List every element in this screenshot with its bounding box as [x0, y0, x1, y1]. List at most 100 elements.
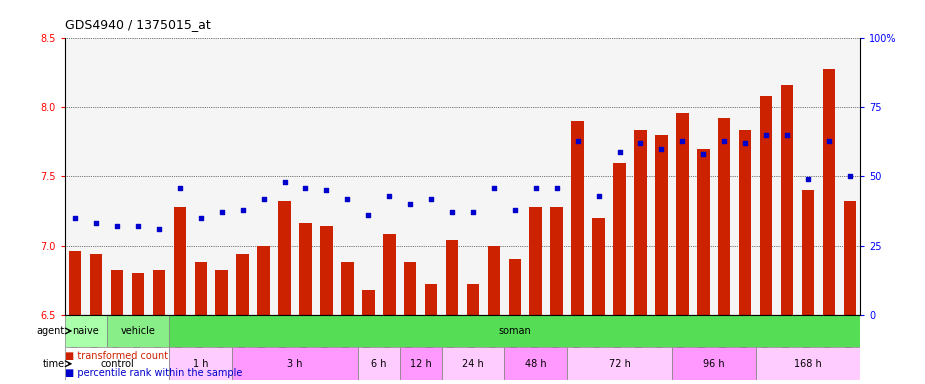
- Bar: [467, 284, 479, 314]
- Text: 48 h: 48 h: [525, 359, 547, 369]
- Point: [340, 195, 355, 202]
- Bar: [90, 254, 103, 314]
- Bar: [299, 223, 312, 314]
- Text: 6 h: 6 h: [371, 359, 387, 369]
- Text: naive: naive: [72, 326, 99, 336]
- Bar: [844, 201, 856, 314]
- Text: vehicle: vehicle: [120, 326, 155, 336]
- Point: [758, 132, 773, 138]
- FancyBboxPatch shape: [672, 348, 756, 380]
- FancyBboxPatch shape: [169, 348, 232, 380]
- Point: [654, 146, 669, 152]
- Bar: [111, 270, 123, 314]
- Bar: [174, 207, 186, 314]
- Point: [382, 193, 397, 199]
- Text: GDS4940 / 1375015_at: GDS4940 / 1375015_at: [65, 18, 211, 31]
- FancyBboxPatch shape: [106, 314, 169, 348]
- Point: [445, 209, 460, 215]
- Bar: [655, 135, 668, 314]
- Point: [256, 195, 271, 202]
- FancyBboxPatch shape: [400, 348, 441, 380]
- Point: [278, 179, 292, 185]
- Bar: [216, 270, 228, 314]
- FancyBboxPatch shape: [232, 348, 358, 380]
- FancyBboxPatch shape: [169, 314, 860, 348]
- FancyBboxPatch shape: [567, 348, 672, 380]
- Point: [696, 151, 710, 157]
- Point: [612, 149, 627, 155]
- Bar: [404, 262, 416, 314]
- Bar: [739, 129, 751, 314]
- Bar: [550, 207, 563, 314]
- Point: [675, 137, 690, 144]
- Text: 12 h: 12 h: [410, 359, 431, 369]
- Bar: [69, 251, 81, 314]
- Point: [215, 209, 229, 215]
- FancyBboxPatch shape: [504, 348, 567, 380]
- Point: [633, 140, 648, 146]
- Point: [591, 193, 606, 199]
- Text: soman: soman: [499, 326, 531, 336]
- Point: [130, 223, 145, 229]
- Text: time: time: [43, 359, 65, 369]
- Point: [319, 187, 334, 194]
- FancyBboxPatch shape: [358, 348, 400, 380]
- Bar: [131, 273, 144, 314]
- Point: [152, 226, 166, 232]
- Text: 72 h: 72 h: [609, 359, 631, 369]
- Text: 24 h: 24 h: [462, 359, 484, 369]
- Point: [528, 184, 543, 190]
- Bar: [341, 262, 353, 314]
- Point: [68, 215, 82, 221]
- Text: 96 h: 96 h: [703, 359, 724, 369]
- Point: [800, 176, 815, 182]
- Bar: [278, 201, 290, 314]
- Bar: [487, 245, 500, 314]
- FancyBboxPatch shape: [65, 314, 106, 348]
- Point: [89, 220, 104, 227]
- Point: [738, 140, 753, 146]
- Text: 1 h: 1 h: [193, 359, 208, 369]
- Bar: [320, 226, 333, 314]
- Bar: [446, 240, 458, 314]
- Point: [570, 137, 585, 144]
- Bar: [257, 245, 270, 314]
- Bar: [781, 85, 794, 314]
- Point: [821, 137, 836, 144]
- Bar: [676, 113, 688, 314]
- Point: [549, 184, 564, 190]
- Text: agent: agent: [36, 326, 65, 336]
- Point: [235, 207, 250, 213]
- FancyBboxPatch shape: [65, 348, 169, 380]
- Text: control: control: [100, 359, 134, 369]
- Text: ■ transformed count: ■ transformed count: [65, 351, 167, 361]
- Bar: [718, 119, 731, 314]
- Point: [172, 184, 187, 190]
- Point: [424, 195, 438, 202]
- Text: 3 h: 3 h: [288, 359, 302, 369]
- Bar: [529, 207, 542, 314]
- FancyBboxPatch shape: [441, 348, 504, 380]
- Point: [361, 212, 376, 218]
- Point: [465, 209, 480, 215]
- Bar: [153, 270, 166, 314]
- Bar: [572, 121, 584, 314]
- Text: ■ percentile rank within the sample: ■ percentile rank within the sample: [65, 368, 242, 378]
- Bar: [592, 218, 605, 314]
- Text: 168 h: 168 h: [794, 359, 821, 369]
- Bar: [237, 254, 249, 314]
- FancyBboxPatch shape: [756, 348, 860, 380]
- Point: [843, 174, 857, 180]
- Bar: [383, 235, 396, 314]
- Point: [110, 223, 125, 229]
- Bar: [509, 259, 521, 314]
- Point: [780, 132, 795, 138]
- Point: [487, 184, 501, 190]
- Point: [402, 201, 417, 207]
- Point: [717, 137, 732, 144]
- Bar: [613, 163, 626, 314]
- Point: [298, 184, 313, 190]
- Point: [193, 215, 208, 221]
- Bar: [635, 129, 647, 314]
- Point: [508, 207, 523, 213]
